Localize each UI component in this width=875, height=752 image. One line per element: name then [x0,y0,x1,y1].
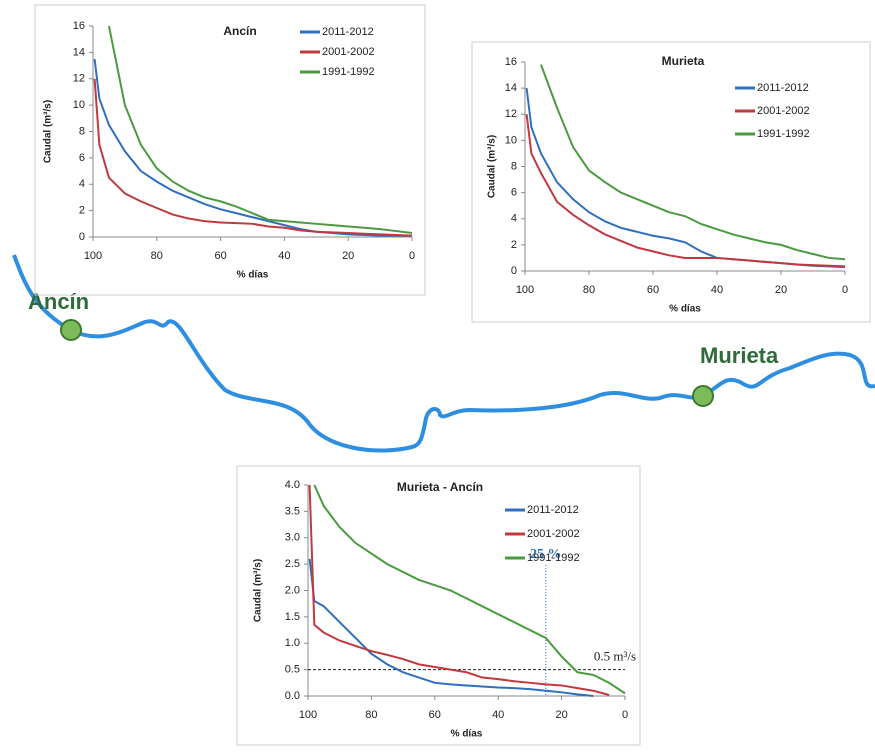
y-tick-label: 4.0 [285,479,300,491]
y-tick-label: 14 [73,46,85,58]
x-tick-label: 0 [622,709,628,721]
y-tick-label: 1.5 [285,611,300,623]
x-tick-label: 80 [583,284,595,296]
y-axis-label: Caudal (m³/s) [253,559,264,622]
y-tick-label: 2.5 [285,558,300,570]
y-tick-label: 4 [511,213,517,225]
x-tick-label: 100 [299,709,317,721]
x-axis-label: % días [669,304,701,315]
y-tick-label: 3.0 [285,532,300,544]
x-tick-label: 0 [842,284,848,296]
chart-frame [236,465,641,746]
chart-title: Murieta [662,54,705,68]
chart-frame [471,41,871,323]
site-label: Murieta [700,343,779,368]
y-tick-label: 0 [511,265,517,277]
y-tick-label: 6 [79,152,85,164]
y-axis-label: Caudal (m³/s) [43,100,54,163]
series-line [107,25,413,235]
chart-frame [34,4,426,296]
x-axis-label: % días [451,729,483,740]
y-tick-label: 1.0 [285,637,300,649]
x-tick-label: 60 [429,709,441,721]
x-axis-label: % días [237,270,269,281]
chart-title: Murieta - Ancín [397,480,483,494]
x-tick-label: 60 [647,284,659,296]
series-line [308,484,610,696]
legend-label: 1991-1992 [527,552,580,564]
y-tick-label: 12 [73,73,85,85]
x-tick-label: 100 [84,250,102,262]
y-tick-label: 10 [73,99,85,111]
y-tick-label: 14 [505,82,517,94]
y-tick-label: 12 [505,108,517,120]
x-tick-label: 60 [214,250,226,262]
x-tick-label: 20 [342,250,354,262]
legend-label: 2001-2002 [527,528,580,540]
y-tick-label: 4 [79,178,85,190]
y-tick-label: 6 [511,187,517,199]
series-line [525,114,846,268]
legend-label: 2011-2012 [757,82,809,94]
y-tick-label: 2 [79,205,85,217]
series-line [308,558,594,697]
series-line [93,58,412,237]
x-tick-label: 40 [711,284,723,296]
site-marker [692,385,714,407]
x-tick-label: 100 [516,284,534,296]
series-line [313,484,626,695]
x-tick-label: 80 [365,709,377,721]
y-tick-label: 0 [79,231,85,243]
legend-label: 1991-1992 [322,66,375,78]
y-tick-label: 10 [505,134,517,146]
annotation: 25 % [530,547,562,562]
annotation: 0.5 m³/s [594,649,636,664]
y-tick-label: 8 [511,160,517,172]
legend-label: 2001-2002 [322,46,375,58]
x-tick-label: 40 [278,250,290,262]
series-line [540,64,846,261]
legend-label: 1991-1992 [757,128,810,140]
series-line [93,78,413,237]
y-tick-label: 0.5 [285,664,300,676]
x-tick-label: 40 [492,709,504,721]
x-tick-label: 80 [151,250,163,262]
legend-label: 2011-2012 [322,26,374,38]
legend-label: 2001-2002 [757,105,810,117]
y-tick-label: 8 [79,125,85,137]
y-tick-label: 16 [505,56,517,68]
site-label: Ancín [28,289,89,314]
y-tick-label: 3.5 [285,505,300,517]
y-axis-label: Caudal (m³/s) [487,135,498,198]
x-tick-label: 20 [775,284,787,296]
y-tick-label: 0.0 [285,690,300,702]
y-tick-label: 2 [511,239,517,251]
legend-label: 2011-2012 [527,504,579,516]
x-tick-label: 0 [409,250,415,262]
y-tick-label: 16 [73,20,85,32]
chart-title: Ancín [223,24,256,38]
river [12,254,875,453]
x-tick-label: 20 [555,709,567,721]
site-marker [60,319,82,341]
y-tick-label: 2.0 [285,584,300,596]
